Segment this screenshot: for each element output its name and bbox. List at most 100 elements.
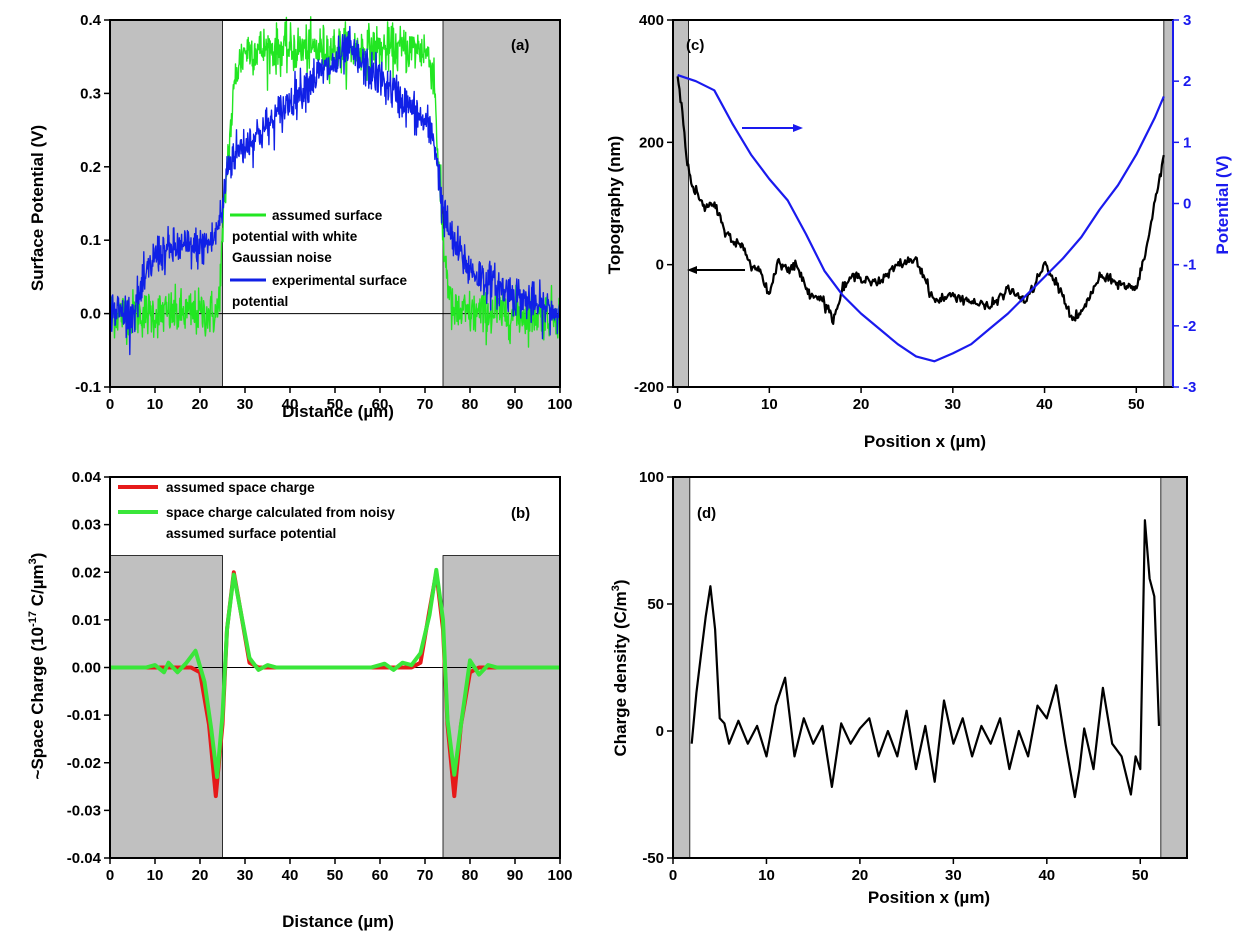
x-tick-label: 40 — [282, 867, 299, 884]
y-tick-label: -0.03 — [67, 802, 101, 819]
x-tick-label: 40 — [282, 396, 299, 413]
data-series — [690, 519, 1161, 799]
x-axis-ticks: 0 10 20 30 40 50 — [669, 858, 1149, 884]
x-tick-label: 30 — [237, 396, 254, 413]
right-y-tick-label: 2 — [1183, 73, 1191, 90]
y-axis-ticks: -0.1 0.0 0.1 0.2 0.3 0.4 — [75, 12, 110, 396]
y-axis-label: Surface Potential (V) — [28, 125, 47, 291]
right-arrow-potential — [742, 124, 803, 132]
y-tick-label: 0.3 — [80, 85, 101, 102]
y-tick-label: -0.1 — [75, 379, 101, 396]
x-tick-label: 20 — [853, 396, 870, 413]
x-tick-label: 90 — [507, 396, 524, 413]
y-tick-label: 200 — [639, 134, 664, 151]
right-y-axis-label: Potential (V) — [1213, 155, 1232, 254]
shaded-regions — [672, 19, 1174, 388]
x-tick-label: 10 — [761, 396, 778, 413]
data-series — [110, 567, 560, 799]
y-tick-label: 0.0 — [80, 306, 101, 323]
y-axis-label: Charge density (C/m3) — [610, 579, 630, 756]
x-tick-label: 100 — [547, 396, 572, 413]
x-tick-label: 80 — [462, 396, 479, 413]
y-tick-label: 0 — [656, 723, 664, 740]
x-tick-label: 10 — [147, 867, 164, 884]
series-line-potential — [677, 74, 1165, 363]
series-line-assumed-surface-potential-with-white-gau — [109, 16, 561, 348]
y-axis-ticks: -0.04 -0.03 -0.02 -0.01 0.00 0.01 0.02 0.03 0.04 — [67, 469, 110, 867]
y-tick-label: -0.01 — [67, 707, 101, 724]
x-tick-label: 20 — [852, 867, 869, 884]
y-tick-label: 400 — [639, 12, 664, 29]
y-tick-label: 0.03 — [72, 517, 101, 534]
x-tick-label: 100 — [547, 867, 572, 884]
panel-d: 0 10 20 30 40 50 -50 0 50 100 Position x (µm) Ch… — [610, 469, 1188, 907]
y-tick-label: 100 — [639, 469, 664, 486]
shaded-region-1 — [1160, 476, 1188, 859]
panel-label: (c) — [686, 37, 704, 54]
y-tick-label: -200 — [634, 379, 664, 396]
y-tick-label: 0.02 — [72, 564, 101, 581]
x-tick-label: 50 — [1128, 396, 1145, 413]
legend: assumed space charge space charge calcul… — [118, 480, 395, 541]
plot-frame — [672, 476, 1188, 859]
series-line-charge-density — [690, 519, 1161, 799]
x-tick-label: 0 — [106, 396, 114, 413]
y-tick-label: -0.04 — [67, 850, 102, 867]
x-tick-label: 70 — [417, 396, 434, 413]
y-tick-label: -0.02 — [67, 755, 101, 772]
y-tick-label: 0.1 — [80, 232, 101, 249]
x-tick-label: 30 — [944, 396, 961, 413]
x-tick-label: 0 — [673, 396, 681, 413]
panel-b: 0 10 20 30 40 50 60 70 80 90 100 -0.04-0.03-0.02-0… — [27, 469, 573, 931]
shaded-regions — [109, 19, 561, 388]
y-axis-ticks: -200 0 200 400 — [634, 12, 673, 396]
y-axis-ticks: -50 0 50 100 — [639, 469, 673, 867]
panel-label: (d) — [697, 505, 716, 522]
x-tick-label: 30 — [945, 867, 962, 884]
panel-a: 0 10 20 30 40 50 60 70 80 90 100 -0.1 0.0 0.1 0.2 0.3 0… — [28, 12, 573, 421]
x-axis-label: Position x (µm) — [868, 888, 990, 907]
shaded-region-1 — [1163, 19, 1174, 388]
x-tick-label: 20 — [192, 396, 209, 413]
right-y-tick-label: 1 — [1183, 134, 1191, 151]
x-tick-label: 20 — [192, 867, 209, 884]
x-tick-label: 70 — [417, 867, 434, 884]
x-tick-label: 50 — [327, 396, 344, 413]
legend-label-calculated-line-2: assumed surface potential — [166, 526, 336, 541]
right-y-tick-label: -3 — [1183, 379, 1196, 396]
x-tick-label: 40 — [1038, 867, 1055, 884]
series-line-space-charge-calculated-from-noisy-assum — [110, 567, 560, 779]
x-tick-label: 90 — [507, 867, 524, 884]
panel-label: (a) — [511, 37, 529, 54]
shaded-regions — [109, 555, 561, 859]
legend-label-experimental-line-2: potential — [232, 294, 288, 309]
right-y-tick-label: -1 — [1183, 257, 1196, 274]
left-arrow-topography — [687, 266, 745, 274]
legend-label-experimental-line-1: experimental surface — [272, 273, 408, 288]
legend-label-noise-line-3: Gaussian noise — [232, 250, 332, 265]
plot-frame — [672, 19, 1174, 388]
right-y-tick-label: -2 — [1183, 318, 1196, 335]
shaded-regions — [672, 476, 1188, 859]
x-tick-label: 0 — [669, 867, 677, 884]
legend-label-noise-line-2: potential with white — [232, 229, 358, 244]
x-tick-label: 0 — [106, 867, 114, 884]
x-axis-label: Position x (µm) — [864, 432, 986, 451]
y-tick-label: 0.00 — [72, 660, 101, 677]
data-series — [109, 16, 561, 356]
x-tick-label: 10 — [758, 867, 775, 884]
x-axis-label: Distance (µm) — [282, 912, 394, 931]
y-tick-label: 0.2 — [80, 159, 101, 176]
legend: assumed surface potential with white Gau… — [230, 208, 408, 309]
legend-label-assumed: assumed space charge — [166, 480, 315, 495]
y-tick-label: 0 — [656, 257, 664, 274]
x-tick-label: 40 — [1036, 396, 1053, 413]
x-axis-ticks: 0 10 20 30 40 50 60 70 80 90 100 — [106, 858, 573, 884]
right-y-tick-label: 0 — [1183, 196, 1191, 213]
y-tick-label: -50 — [642, 850, 664, 867]
y-tick-label: 0.4 — [80, 12, 102, 29]
x-tick-label: 50 — [1132, 867, 1149, 884]
shaded-region-0 — [109, 555, 223, 859]
y-tick-label: 0.01 — [72, 612, 101, 629]
